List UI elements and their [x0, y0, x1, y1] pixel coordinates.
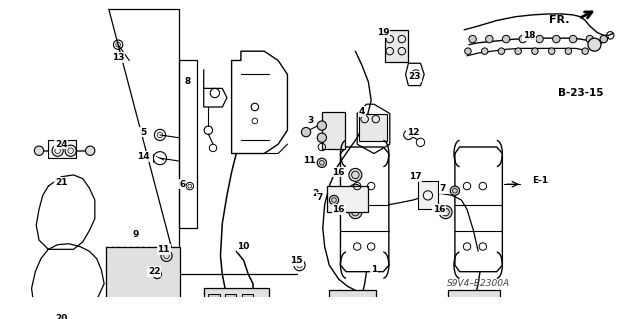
Text: B-23-15: B-23-15 — [557, 88, 604, 98]
Bar — [106, 247, 180, 298]
Circle shape — [86, 146, 95, 155]
Bar — [242, 294, 253, 301]
Text: S9V4–B2300A: S9V4–B2300A — [447, 279, 509, 288]
Text: 24: 24 — [55, 140, 68, 149]
Circle shape — [600, 35, 607, 43]
Bar — [449, 290, 500, 319]
Text: 18: 18 — [523, 31, 536, 40]
Circle shape — [349, 206, 362, 219]
Text: 19: 19 — [377, 28, 390, 37]
Circle shape — [565, 48, 572, 55]
Text: 6: 6 — [179, 180, 186, 189]
Text: 8: 8 — [185, 78, 191, 86]
Text: 13: 13 — [112, 53, 124, 62]
Circle shape — [317, 158, 326, 167]
Bar — [204, 288, 269, 319]
Circle shape — [451, 186, 460, 195]
Circle shape — [301, 128, 310, 137]
Bar — [179, 61, 197, 228]
Text: 3: 3 — [308, 116, 314, 125]
Bar — [326, 186, 369, 212]
Bar — [330, 290, 376, 319]
Text: FR.: FR. — [549, 15, 570, 25]
Circle shape — [35, 146, 44, 155]
Text: E-1: E-1 — [532, 176, 548, 185]
Circle shape — [582, 48, 588, 55]
Circle shape — [481, 48, 488, 55]
Circle shape — [536, 35, 543, 43]
Text: 16: 16 — [433, 205, 445, 214]
Text: 23: 23 — [409, 72, 421, 81]
Text: 1: 1 — [371, 265, 377, 274]
Text: 16: 16 — [332, 205, 345, 214]
Bar — [209, 294, 220, 301]
Circle shape — [439, 206, 452, 219]
Circle shape — [548, 48, 555, 55]
Circle shape — [502, 35, 510, 43]
Circle shape — [469, 35, 476, 43]
Text: 15: 15 — [291, 256, 303, 265]
Circle shape — [570, 35, 577, 43]
Circle shape — [498, 48, 505, 55]
Text: 20: 20 — [55, 314, 68, 319]
Text: 4: 4 — [358, 107, 365, 116]
Circle shape — [552, 35, 560, 43]
Circle shape — [317, 121, 326, 130]
Text: 2: 2 — [312, 189, 319, 198]
Bar — [225, 294, 236, 301]
Text: 5: 5 — [140, 128, 147, 137]
Bar — [385, 30, 408, 62]
Circle shape — [330, 195, 339, 205]
Circle shape — [519, 35, 527, 43]
Bar — [49, 139, 76, 158]
Text: 7: 7 — [440, 184, 446, 193]
Circle shape — [486, 35, 493, 43]
Circle shape — [349, 184, 362, 197]
Text: 10: 10 — [237, 242, 250, 251]
Text: 11: 11 — [303, 156, 315, 165]
Circle shape — [588, 38, 601, 51]
Text: 21: 21 — [55, 178, 68, 187]
Text: 16: 16 — [332, 167, 345, 177]
Text: 11: 11 — [157, 245, 170, 254]
Bar — [322, 112, 345, 149]
Bar — [418, 182, 438, 209]
Text: 14: 14 — [137, 152, 150, 161]
Bar — [359, 114, 387, 141]
Text: 12: 12 — [407, 128, 419, 137]
Text: 17: 17 — [408, 172, 421, 181]
Circle shape — [532, 48, 538, 55]
Circle shape — [465, 48, 471, 55]
Text: 22: 22 — [148, 267, 161, 276]
Text: 7: 7 — [317, 193, 323, 202]
Text: 9: 9 — [132, 230, 139, 239]
Circle shape — [586, 35, 593, 43]
Circle shape — [515, 48, 522, 55]
Circle shape — [349, 168, 362, 182]
Circle shape — [317, 133, 326, 142]
